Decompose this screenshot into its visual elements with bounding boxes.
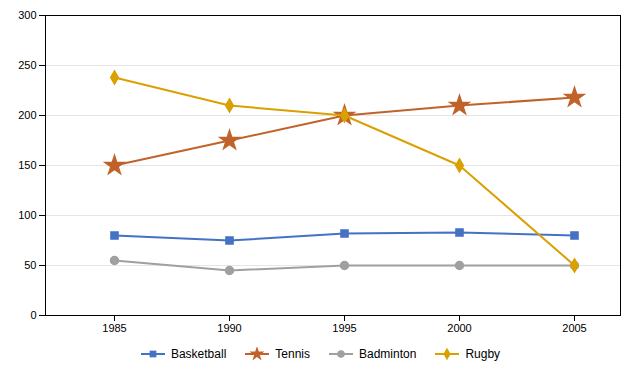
svg-text:200: 200 bbox=[18, 109, 36, 121]
svg-text:100: 100 bbox=[18, 209, 36, 221]
svg-text:1995: 1995 bbox=[332, 322, 356, 334]
svg-text:2005: 2005 bbox=[562, 322, 586, 334]
html-text:Basketball: Basketball bbox=[170, 347, 227, 361]
svg-text:0: 0 bbox=[30, 309, 36, 321]
svg-text:1985: 1985 bbox=[102, 322, 126, 334]
svg-text:250: 250 bbox=[18, 59, 36, 71]
html-text:Tennis: Tennis bbox=[275, 347, 310, 361]
svg-text:2000: 2000 bbox=[447, 322, 471, 334]
svg-text:300: 300 bbox=[18, 9, 36, 21]
svg-text:1990: 1990 bbox=[217, 322, 241, 334]
svg-text:150: 150 bbox=[18, 159, 36, 171]
html-text:Badminton: Badminton bbox=[359, 347, 417, 361]
html-text:Rugby: Rugby bbox=[465, 347, 501, 361]
svg-text:50: 50 bbox=[24, 259, 36, 271]
